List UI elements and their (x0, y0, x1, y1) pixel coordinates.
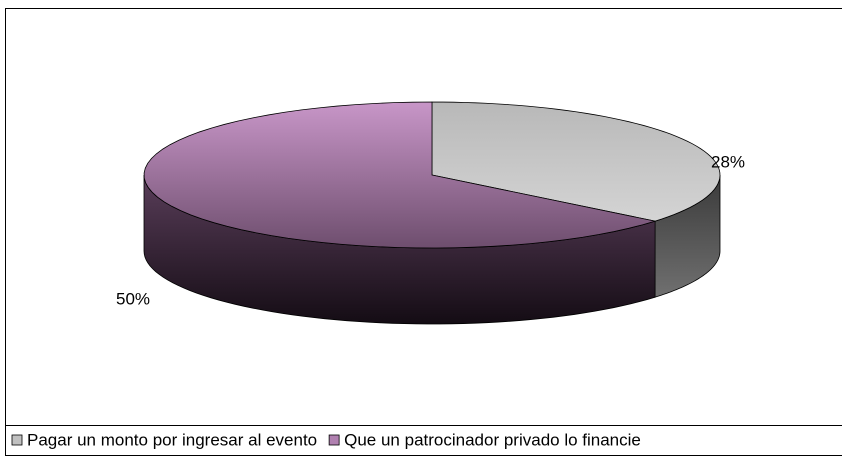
legend-swatch (328, 434, 340, 446)
slice-top (143, 101, 656, 249)
legend-label: Pagar un monto por ingresar al evento (27, 430, 317, 449)
legend: Pagar un monto por ingresar al evento Que… (11, 430, 641, 449)
legend-swatch (11, 434, 23, 446)
data-label: 28% (711, 152, 745, 171)
legend-label: Que un patrocinador privado lo financie (344, 430, 641, 449)
pie: 28% 50% (116, 101, 745, 325)
slice-top (431, 101, 721, 222)
data-label: 50% (116, 289, 150, 308)
legend-frame (5, 425, 842, 456)
